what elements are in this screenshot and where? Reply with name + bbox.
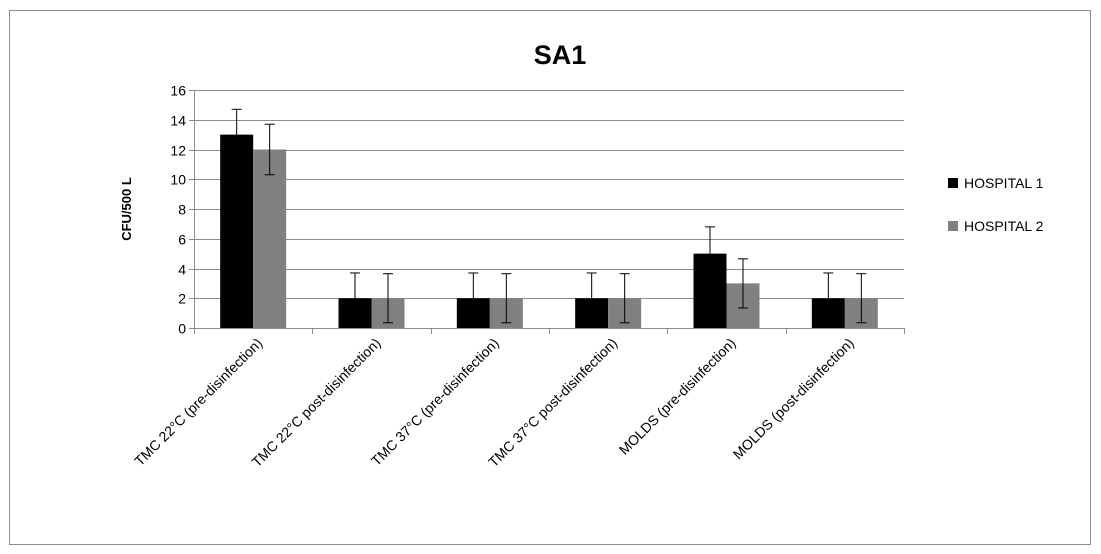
y-tick-label-6: 12 [170,143,186,159]
error-bar-2-0 [264,123,275,176]
error-bar-1-0 [231,108,242,161]
y-tick-label-0: 0 [178,321,186,337]
error-bar-2-2 [501,273,512,324]
error-bar-2-3 [619,273,630,324]
error-bar-1-1 [350,272,360,325]
error-bar-1-3 [586,272,597,325]
y-tick-label-5: 10 [170,172,186,188]
legend: HOSPITAL 1 HOSPITAL 2 [948,175,1044,234]
legend-swatch-2 [948,221,958,231]
y-tick-label-4: 8 [178,202,186,218]
chart-title: SA1 [534,40,587,70]
chart-border [9,10,1091,545]
legend-swatch-1 [948,178,958,188]
error-bar-1-4 [705,226,715,281]
bar-2-0 [253,149,287,328]
axes [194,90,905,334]
y-axis-ticks: 0 2 4 6 8 10 12 14 16 [170,83,194,337]
y-tick-label-3: 6 [178,232,186,248]
error-bar-2-1 [383,273,393,324]
error-bar-1-5 [823,272,834,325]
gridlines [194,90,904,299]
y-tick-label-1: 2 [178,291,186,307]
y-tick-label-2: 4 [178,262,186,278]
error-bar-2-4 [738,258,748,309]
y-axis-label: CFU/500 L [119,177,134,241]
error-bars [231,108,867,325]
legend-label-1: HOSPITAL 1 [964,175,1044,191]
y-tick-label-7: 14 [170,113,186,129]
legend-label-2: HOSPITAL 2 [964,218,1044,234]
error-bar-2-5 [856,273,867,324]
bar-1-0 [220,134,254,328]
y-tick-label-8: 16 [170,83,186,99]
error-bar-1-2 [468,272,479,325]
bar-series [220,134,878,328]
